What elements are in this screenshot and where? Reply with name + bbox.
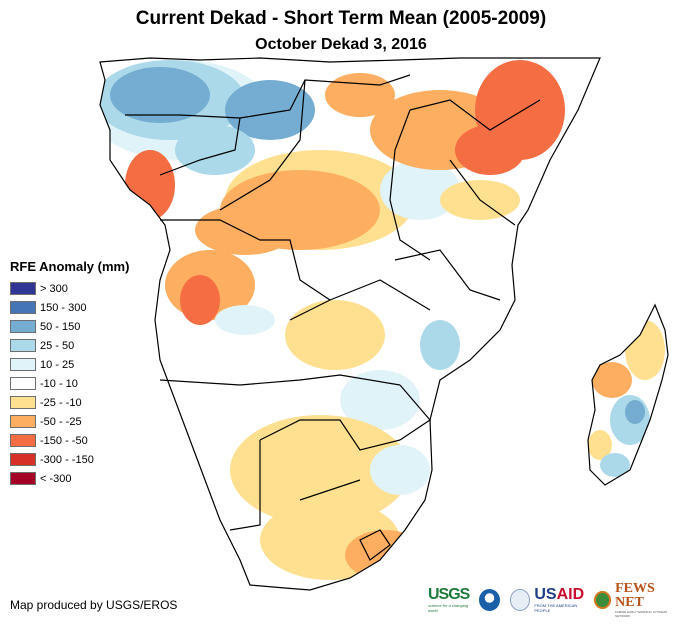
noaa-logo-icon <box>479 589 500 611</box>
legend-label: -25 - -10 <box>40 396 82 409</box>
legend-swatch <box>10 301 36 314</box>
legend-item: 50 - 150 <box>10 317 129 336</box>
legend-label: -10 - 10 <box>40 377 78 390</box>
legend-item: -50 - -25 <box>10 412 129 431</box>
usaid-logo: USAID FROM THE AMERICAN PEOPLE <box>534 586 585 614</box>
legend-label: 25 - 50 <box>40 339 75 352</box>
legend-label: -150 - -50 <box>40 434 88 447</box>
legend-label: 10 - 25 <box>40 358 75 371</box>
legend-item: -300 - -150 <box>10 450 129 469</box>
legend-item: < -300 <box>10 469 129 488</box>
legend-item: -10 - 10 <box>10 374 129 393</box>
legend: RFE Anomaly (mm) > 300 150 - 300 50 - 150 2… <box>10 259 129 488</box>
legend-label: 150 - 300 <box>40 301 87 314</box>
usgs-logo: USGS science for a changing world <box>428 586 470 614</box>
legend-title: RFE Anomaly (mm) <box>10 259 130 274</box>
legend-item: > 300 <box>10 279 129 298</box>
legend-item: 25 - 50 <box>10 336 129 355</box>
fews-globe-icon <box>594 591 612 609</box>
legend-swatch <box>10 358 36 371</box>
map-credit: Map produced by USGS/EROS <box>10 598 178 612</box>
country-borders <box>99 57 669 591</box>
legend-swatch <box>10 377 36 390</box>
legend-label: > 300 <box>40 282 68 295</box>
legend-label: -300 - -150 <box>40 453 94 466</box>
legend-label: -50 - -25 <box>40 415 82 428</box>
legend-item: 150 - 300 <box>10 298 129 317</box>
legend-item: -25 - -10 <box>10 393 129 412</box>
legend-swatch <box>10 415 36 428</box>
legend-swatch <box>10 472 36 485</box>
usaid-seal-icon <box>509 589 531 611</box>
legend-swatch <box>10 320 36 333</box>
legend-swatch <box>10 339 36 352</box>
map-title: Current Dekad - Short Term Mean (2005-20… <box>135 8 547 29</box>
legend-item: 10 - 25 <box>10 355 129 374</box>
legend-swatch <box>10 453 36 466</box>
legend-swatch <box>10 282 36 295</box>
legend-item: -150 - -50 <box>10 431 129 450</box>
legend-label: < -300 <box>40 472 72 485</box>
legend-label: 50 - 150 <box>40 320 81 333</box>
fews-net-logo: FEWS NET FAMINE EARLY WARNING SYSTEMS NE… <box>615 581 668 619</box>
map-subtitle: October Dekad 3, 2016 <box>255 36 427 53</box>
legend-swatch <box>10 396 36 409</box>
partner-logos: USGS science for a changing world USAID … <box>428 582 682 619</box>
legend-swatch <box>10 434 36 447</box>
